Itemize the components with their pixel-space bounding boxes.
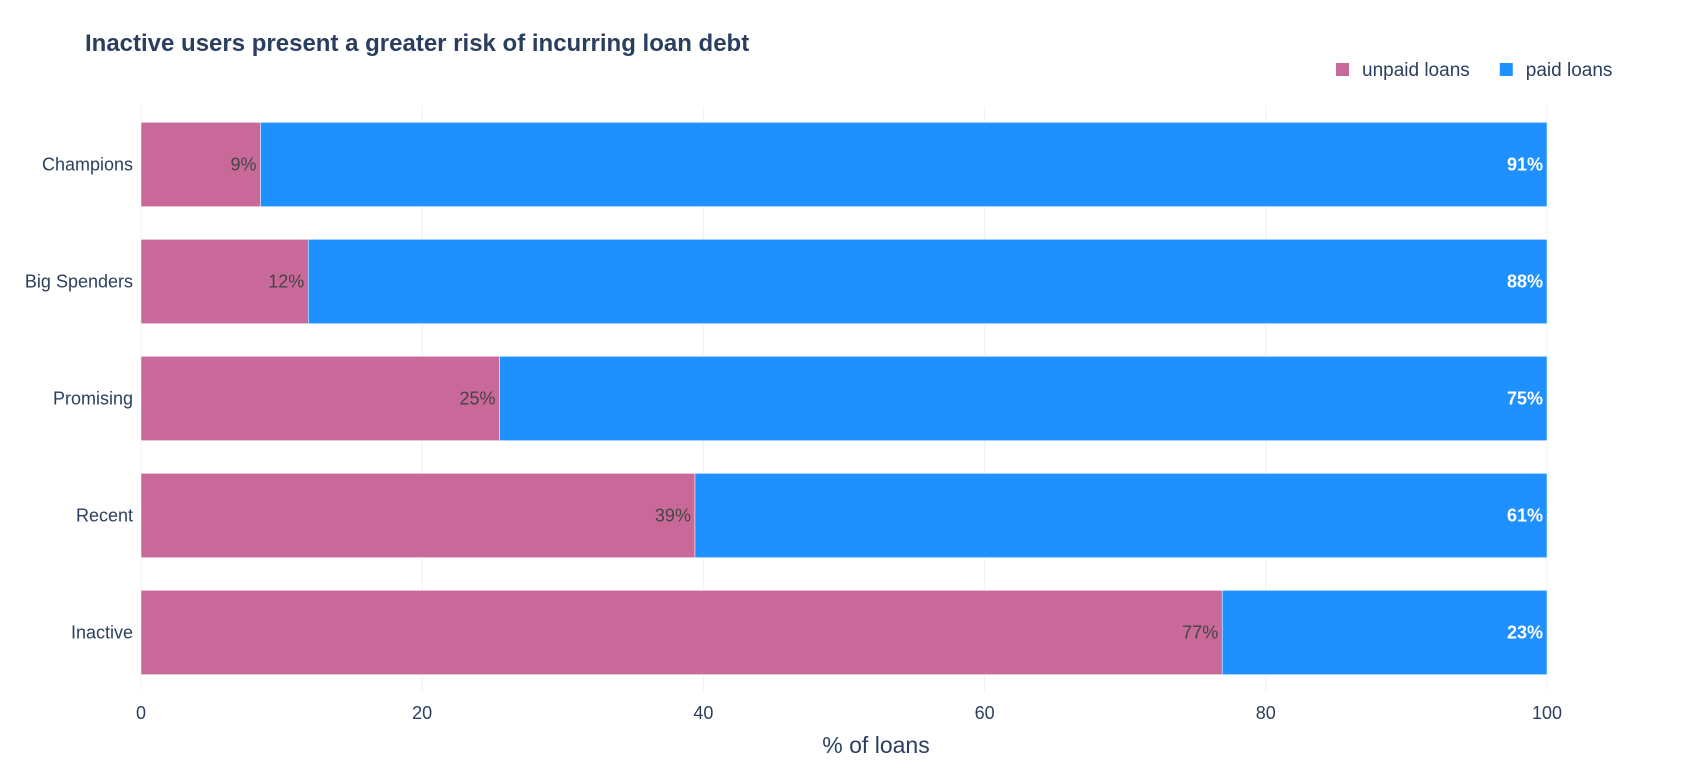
bar-data-label: 39% [655, 506, 691, 526]
legend-swatch [1336, 63, 1349, 76]
bar-unpaid[interactable] [140, 473, 696, 558]
x-axis: 0 20 40 60 80 100 [136, 703, 1562, 723]
y-tick-label: Recent [76, 506, 133, 526]
legend-label: paid loans [1526, 60, 1613, 81]
legend-item-unpaid[interactable]: unpaid loans [1336, 60, 1470, 81]
bar-paid[interactable] [308, 239, 1548, 324]
bar-paid[interactable] [1221, 590, 1548, 675]
y-tick-label: Champions [42, 155, 133, 175]
legend[interactable]: unpaid loans paid loans [1336, 60, 1612, 81]
y-axis: Champions Big Spenders Promising Recent Inac… [25, 155, 133, 643]
bar-data-label: 61% [1507, 506, 1543, 526]
bar-data-label: 9% [230, 155, 256, 175]
bar-unpaid[interactable] [140, 356, 500, 441]
bar-paid[interactable] [499, 356, 1548, 441]
y-tick-label: Inactive [71, 623, 133, 643]
bar-data-label: 75% [1507, 389, 1543, 409]
x-tick-label: 20 [412, 703, 432, 723]
chart-title: Inactive users present a greater risk of… [85, 30, 749, 57]
bar-data-label: 91% [1507, 155, 1543, 175]
x-axis-title: % of loans [822, 732, 929, 758]
bar-unpaid[interactable] [140, 122, 261, 207]
y-tick-label: Promising [53, 389, 133, 409]
bar-data-label: 25% [459, 389, 495, 409]
legend-item-paid[interactable]: paid loans [1499, 60, 1613, 81]
x-tick-label: 100 [1532, 703, 1562, 723]
bar-data-label: 88% [1507, 272, 1543, 292]
bars [140, 122, 1548, 675]
bar-data-label: 77% [1182, 623, 1218, 643]
x-tick-label: 0 [136, 703, 146, 723]
bar-data-label: 23% [1507, 623, 1543, 643]
legend-label: unpaid loans [1362, 60, 1470, 81]
x-tick-label: 40 [693, 703, 713, 723]
bar-paid[interactable] [694, 473, 1548, 558]
legend-swatch [1499, 63, 1513, 76]
x-tick-label: 60 [975, 703, 995, 723]
x-tick-label: 80 [1256, 703, 1276, 723]
bar-unpaid[interactable] [140, 590, 1223, 675]
bar-paid[interactable] [260, 122, 1548, 207]
y-tick-label: Big Spenders [25, 272, 133, 292]
bar-labels: 9% 91% 12% 88% 25% 75% 39% 61% 77% 23% [230, 155, 1543, 643]
bar-data-label: 12% [268, 272, 304, 292]
